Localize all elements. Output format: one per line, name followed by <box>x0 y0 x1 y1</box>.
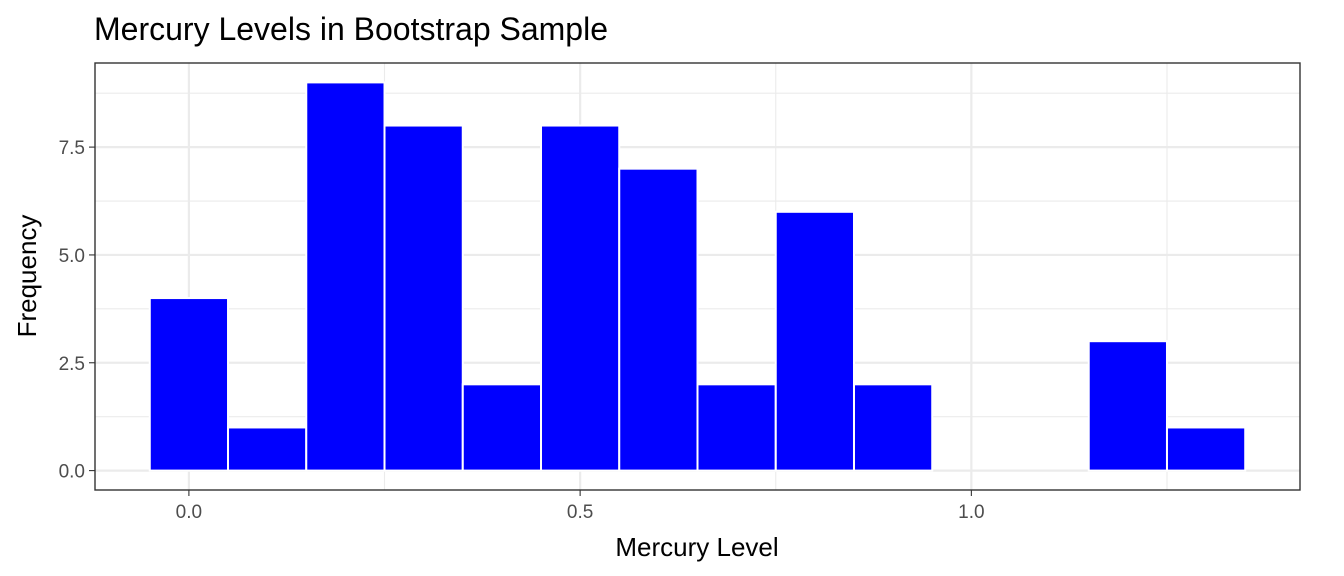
x-tick-label: 0.0 <box>176 502 202 523</box>
x-tick-label: 1.0 <box>958 502 984 523</box>
histogram-bar <box>618 167 699 472</box>
x-axis-title: Mercury Level <box>615 532 778 562</box>
histogram-bar <box>774 210 855 472</box>
histogram-bar <box>227 426 308 472</box>
chart-title: Mercury Levels in Bootstrap Sample <box>94 11 608 47</box>
histogram-bar <box>1165 426 1247 472</box>
histogram-bar <box>696 383 777 472</box>
y-tick-label: 2.5 <box>59 354 85 375</box>
y-tick-label: 5.0 <box>59 246 85 267</box>
histogram-bar <box>305 81 386 472</box>
panel-border <box>94 62 1301 491</box>
x-tick-label: 0.5 <box>567 502 593 523</box>
y-tick-label: 7.5 <box>59 138 85 159</box>
histogram-bar <box>1087 340 1168 472</box>
y-axis: 0.0 2.5 5.0 7.5 <box>59 138 95 483</box>
histogram-bar <box>383 124 464 472</box>
y-axis-title: Frequency <box>12 215 42 338</box>
histogram-bar <box>852 383 934 472</box>
bars <box>148 81 1247 472</box>
y-tick-label: 0.0 <box>59 462 85 483</box>
histogram-bar <box>461 383 543 472</box>
histogram-bar <box>148 297 230 472</box>
x-axis: 0.0 0.5 1.0 <box>176 490 985 523</box>
histogram-bar <box>540 124 621 472</box>
